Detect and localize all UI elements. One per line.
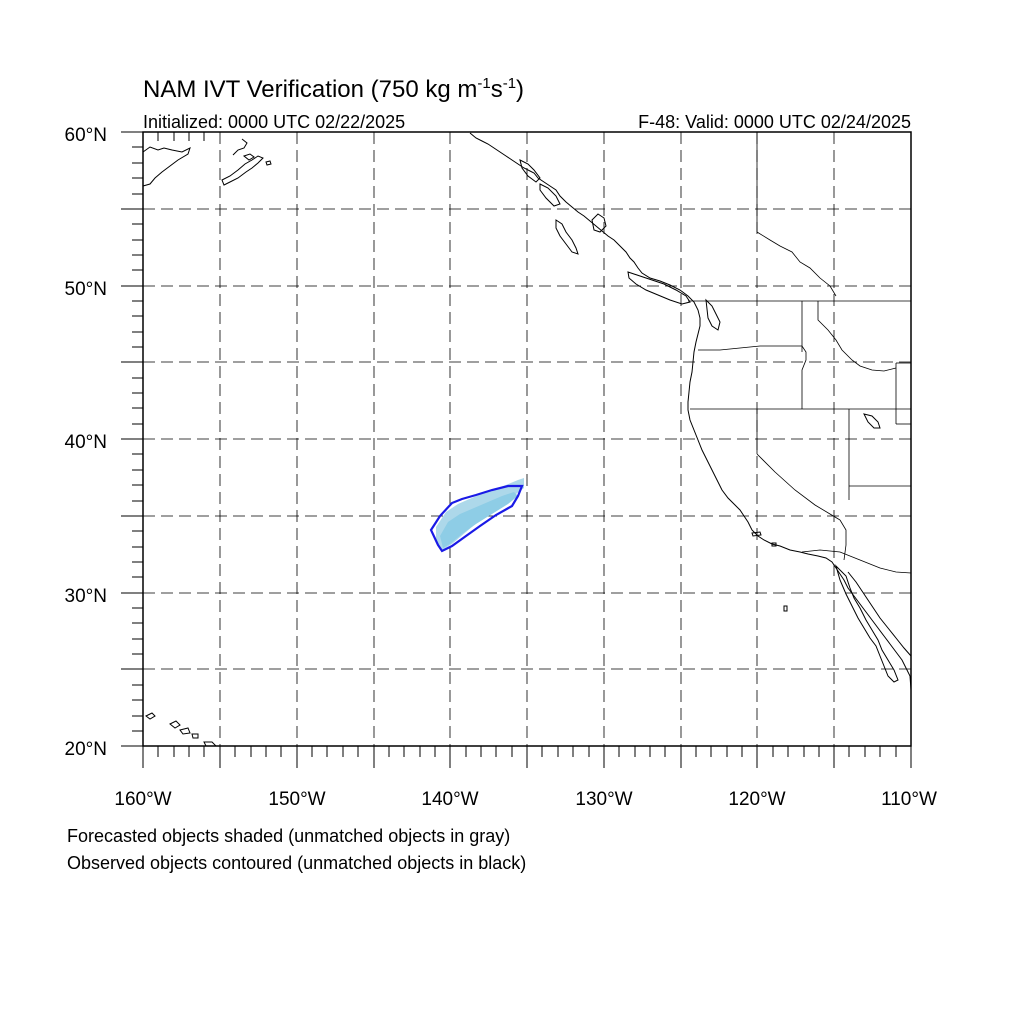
gulf-of-california-east-coast: [847, 571, 912, 657]
bc-inlet-1: [591, 213, 607, 233]
graticule: [143, 132, 911, 746]
baja-california: [834, 564, 899, 683]
initialized-time: Initialized: 0000 UTC 02/22/2025: [143, 112, 405, 132]
channel-islands: [751, 531, 788, 612]
panhandle-islands-1: [519, 159, 541, 183]
observed-ivt-contour: [429, 484, 524, 553]
lon-label-140w: 140°W: [421, 789, 478, 810]
alaska-coast-east: [232, 138, 248, 156]
lon-label-160w: 160°W: [114, 789, 171, 810]
lat-label-40n: 40°N: [65, 432, 107, 453]
lat-label-20n: 20°N: [65, 739, 107, 760]
footer-note-observed: Observed objects contoured (unmatched ob…: [67, 853, 526, 873]
lat-label-30n: 30°N: [65, 586, 107, 607]
latitude-labels: 60°N 50°N 40°N 30°N 20°N: [65, 125, 107, 760]
lon-label-130w: 130°W: [575, 789, 632, 810]
haida-gwaii: [555, 219, 579, 255]
lon-label-150w: 150°W: [268, 789, 325, 810]
north-america-west-coastline: [469, 132, 912, 691]
valid-time: F-48: Valid: 0000 UTC 02/24/2025: [638, 112, 911, 132]
vancouver-island: [627, 271, 691, 305]
hawaii-islands: [145, 712, 218, 747]
puget-sound: [705, 298, 721, 331]
alaska-peninsula-coastline: [221, 155, 264, 186]
lon-label-120w: 120°W: [728, 789, 785, 810]
panhandle-islands-2: [539, 183, 561, 207]
political-borders: [688, 132, 912, 574]
lat-label-60n: 60°N: [65, 125, 107, 146]
forecast-object-core-shade: [440, 492, 518, 548]
longitude-labels: 160°W 150°W 140°W 130°W 120°W 110°W: [114, 789, 937, 810]
axis-ticks: [121, 131, 912, 768]
lon-label-110w: 110°W: [881, 789, 937, 810]
alaska-island-small: [265, 160, 272, 166]
map-title: NAM IVT Verification (750 kg m-1s-1): [143, 75, 524, 103]
plot-area: [121, 131, 912, 768]
footer-note-forecast: Forecasted objects shaded (unmatched obj…: [67, 826, 510, 846]
great-salt-lake: [863, 413, 881, 429]
forecast-ivt-object: [436, 478, 524, 550]
alaska-coastline: [142, 146, 191, 187]
kodiak-island: [242, 153, 255, 161]
lat-label-50n: 50°N: [65, 279, 107, 300]
